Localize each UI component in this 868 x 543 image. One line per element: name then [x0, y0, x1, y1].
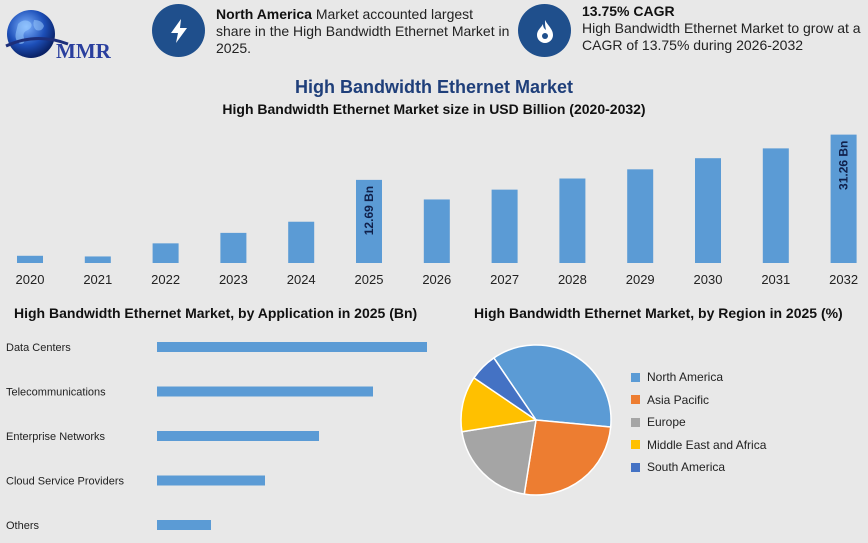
legend-label: Middle East and Africa	[647, 437, 767, 452]
legend-item: Europe	[631, 411, 766, 434]
bar-enterprise-networks	[157, 431, 319, 441]
x-tick-label: 2030	[694, 272, 723, 287]
category-label: Cloud Service Providers	[6, 476, 124, 488]
bar-2032	[830, 134, 857, 263]
bar-2025	[356, 179, 382, 263]
bar-2026	[423, 199, 450, 263]
category-label: Telecommunications	[6, 387, 106, 399]
info2-bold: 13.75% CAGR	[582, 3, 675, 19]
market-size-chart-title: High Bandwidth Ethernet Market size in U…	[222, 101, 646, 117]
x-tick-label: 2024	[287, 272, 316, 287]
main-title: High Bandwidth Ethernet Market	[294, 77, 573, 97]
bar-2024	[288, 221, 315, 263]
info1-bold: North America	[216, 6, 312, 22]
legend-swatch	[631, 440, 640, 450]
bar-others	[157, 520, 211, 530]
bar-2031	[762, 148, 789, 263]
lightning-icon	[170, 18, 187, 43]
pie-slice-europe	[461, 419, 537, 495]
category-label: Data Centers	[6, 342, 71, 354]
region-legend: North America Asia Pacific Europe Middle Ea…	[631, 366, 766, 479]
pie-slice-north-america	[492, 344, 612, 428]
svg-text:MMR: MMR	[56, 39, 112, 63]
bar-2022	[152, 243, 179, 263]
x-tick-label: 2021	[83, 272, 112, 287]
region-chart-title: High Bandwidth Ethernet Market, by Regio…	[474, 305, 843, 321]
application-bar-chart: Data Centers Telecommunications Enterprise…	[6, 342, 427, 532]
x-tick-label: 2026	[422, 272, 451, 287]
lightning-badge	[152, 4, 205, 57]
x-tick-label: 2022	[151, 272, 180, 287]
x-tick-label: 2023	[219, 272, 248, 287]
legend-label: North America	[647, 370, 724, 385]
x-tick-label: 2029	[626, 272, 655, 287]
legend-item: Asia Pacific	[631, 389, 766, 412]
mmr-logo: MMR	[4, 6, 124, 66]
data-label: 31.26 Bn	[837, 141, 851, 190]
data-label: 12.69 Bn	[362, 186, 376, 235]
application-chart-title: High Bandwidth Ethernet Market, by Appli…	[14, 305, 418, 321]
x-tick-label: 2027	[490, 272, 519, 287]
region-pie-chart	[460, 344, 612, 496]
pie-slice-south-america	[472, 356, 537, 421]
cagr-badge	[518, 4, 571, 57]
x-tick-label: 2031	[761, 272, 790, 287]
legend-swatch	[631, 462, 640, 472]
bar-2028	[559, 178, 586, 263]
bar-2020	[17, 255, 43, 263]
legend-item: South America	[631, 456, 766, 479]
bar-telecommunications	[157, 386, 373, 397]
north-america-info: North America Market accounted largest s…	[216, 6, 511, 57]
legend-label: Asia Pacific	[647, 392, 710, 407]
x-tick-label: 2028	[558, 272, 587, 287]
category-label: Enterprise Networks	[6, 431, 106, 443]
legend-label: South America	[647, 460, 726, 475]
legend-label: Europe	[647, 415, 686, 430]
legend-swatch	[631, 417, 640, 427]
cagr-info: 13.75% CAGR High Bandwidth Ethernet Marke…	[582, 3, 867, 54]
x-tick-label: 2025	[355, 272, 384, 287]
bar-2027	[491, 189, 518, 263]
bar-2021	[84, 256, 111, 263]
bar-data-centers	[157, 342, 427, 352]
info1-text: Market accounted largest share in the Hi…	[216, 6, 510, 56]
info2-text: High Bandwidth Ethernet Market to grow a…	[582, 20, 861, 53]
bar-2023	[220, 232, 247, 263]
x-tick-label: 2032	[829, 272, 858, 287]
market-size-bar-chart: 2020 2021 2022 2023 2024 2025 12.69 Bn 2026 2027…	[16, 134, 858, 287]
globe-icon: MMR	[5, 10, 112, 63]
legend-swatch	[631, 395, 640, 405]
x-tick-label: 2020	[16, 272, 45, 287]
pie-slice-asia-pacific	[523, 419, 612, 496]
legend-item: Middle East and Africa	[631, 434, 766, 457]
bar-2029	[627, 169, 654, 263]
bar-cloud-service-providers	[157, 475, 265, 486]
bar-2030	[695, 158, 721, 263]
flame-drop-icon	[536, 19, 553, 43]
legend-item: North America	[631, 366, 766, 389]
category-label: Others	[6, 520, 40, 532]
legend-swatch	[631, 372, 640, 382]
